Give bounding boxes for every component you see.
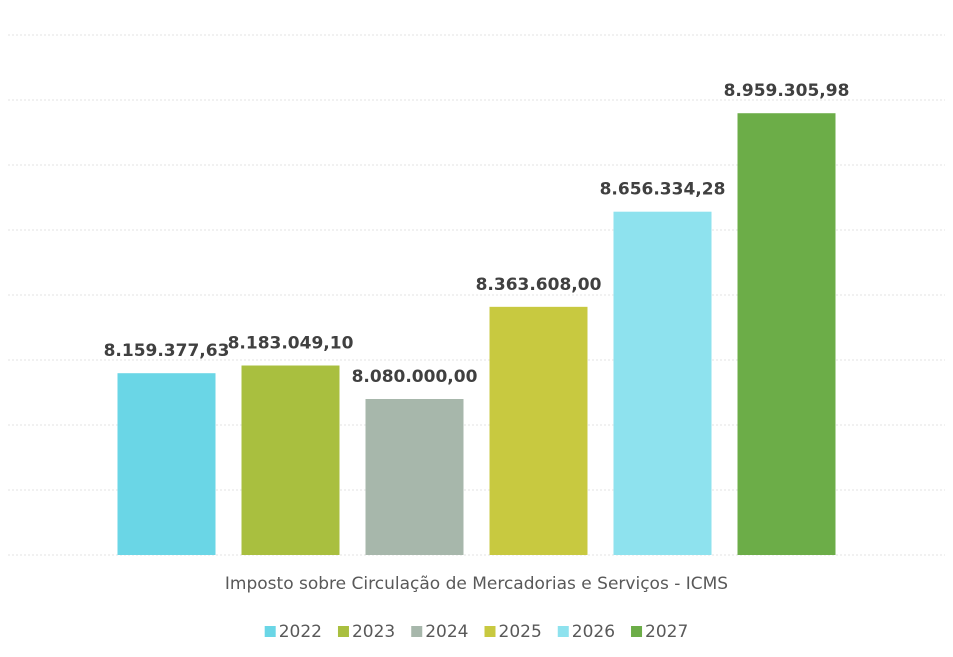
data-label: 8.183.049,10	[228, 334, 354, 354]
x-category-label: Imposto sobre Circulação de Mercadorias …	[225, 574, 728, 594]
bar	[117, 373, 216, 555]
legend-label: 2024	[425, 622, 468, 642]
legend-swatch	[631, 626, 643, 637]
legend-swatch	[484, 626, 496, 637]
legend-swatch	[264, 626, 276, 637]
legend-swatch	[411, 626, 423, 637]
legend-label: 2022	[279, 622, 322, 642]
data-label: 8.159.377,63	[104, 341, 230, 361]
bar	[489, 306, 588, 555]
legend-label: 2026	[572, 622, 615, 642]
bar	[613, 211, 712, 556]
legend-swatch	[557, 626, 569, 637]
data-label: 8.080.000,00	[352, 367, 478, 387]
data-label: 8.363.608,00	[476, 275, 602, 295]
data-label: 8.959.305,98	[724, 81, 850, 101]
legend-label: 2027	[645, 622, 688, 642]
data-label: 8.656.334,28	[600, 180, 726, 200]
bar	[241, 365, 340, 555]
legend-label: 2025	[499, 622, 542, 642]
legend-swatch	[337, 626, 349, 637]
legend-label: 2023	[352, 622, 395, 642]
bar	[365, 399, 464, 555]
bar	[737, 113, 836, 555]
